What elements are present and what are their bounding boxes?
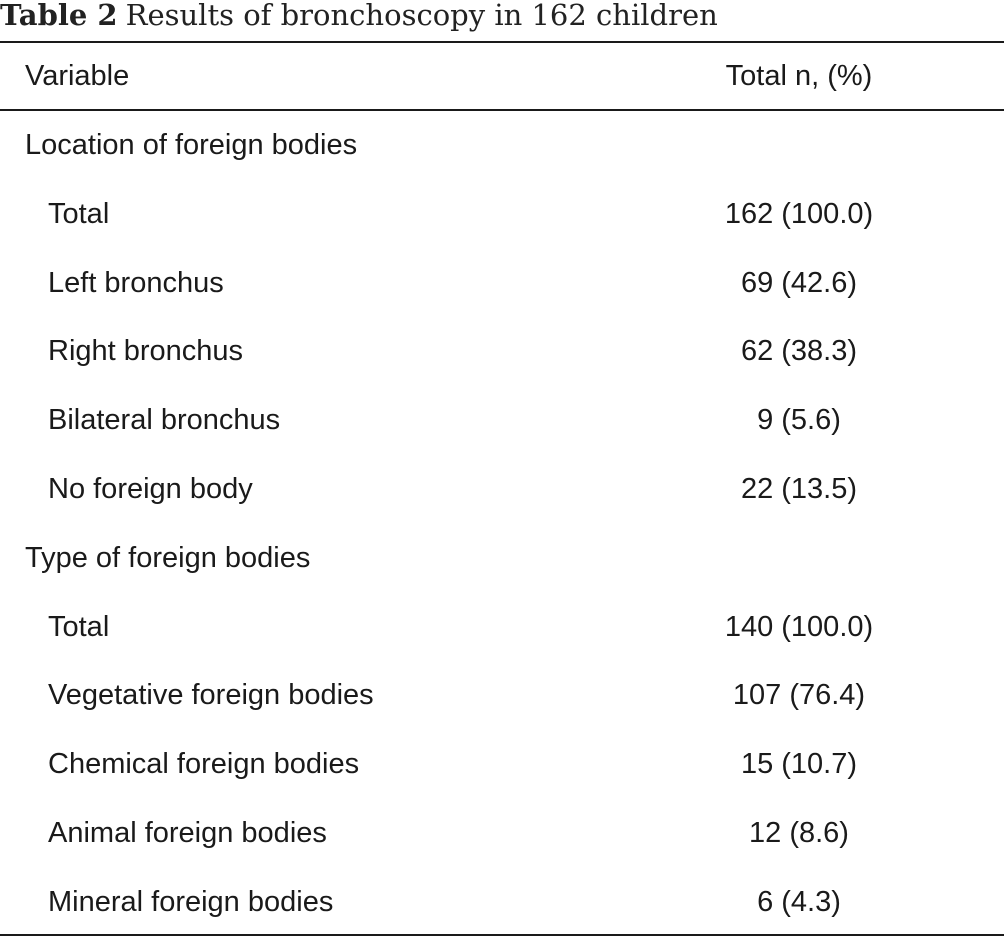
row-variable: Type of foreign bodies [25, 541, 311, 574]
row-value: 6 (4.3) [757, 885, 841, 918]
row-value: 107 (76.4) [732, 679, 866, 712]
table-row: Vegetative foreign bodies 107 (76.4) [0, 661, 1004, 730]
row-variable: Chemical foreign bodies [48, 748, 360, 781]
table-row: Bilateral bronchus 9 (5.6) [0, 386, 1004, 455]
table-row: Total 162 (100.0) [0, 180, 1004, 249]
table-row: Mineral foreign bodies 6 (4.3) [0, 868, 1004, 937]
row-variable: Mineral foreign bodies [48, 885, 334, 918]
table-bottom-rule [0, 934, 1004, 936]
header-total: Total n, (%) [725, 60, 873, 92]
row-variable: Bilateral bronchus [48, 404, 281, 437]
row-variable: Animal foreign bodies [48, 817, 327, 849]
table-caption: Table 2 Results of bronchoscopy in 162 ch… [0, 0, 718, 40]
table-row: Left bronchus 69 (42.6) [0, 249, 1004, 318]
row-variable: Right bronchus [48, 335, 244, 368]
header-variable: Variable [25, 60, 130, 92]
row-variable: Left bronchus [48, 266, 224, 299]
table-row: Right bronchus 62 (38.3) [0, 317, 1004, 386]
row-value: 22 (13.5) [740, 473, 858, 505]
row-value: 69 (42.6) [740, 266, 858, 299]
row-value: 62 (38.3) [740, 335, 858, 368]
table-top-rule [0, 41, 1004, 43]
table-row: Animal foreign bodies 12 (8.6) [0, 799, 1004, 868]
row-variable: Total [48, 610, 110, 643]
table-section-row: Location of foreign bodies [0, 111, 1004, 180]
table-row: No foreign body 22 (13.5) [0, 455, 1004, 524]
table-row: Total 140 (100.0) [0, 593, 1004, 662]
row-variable: Location of foreign bodies [25, 129, 358, 161]
row-value: 15 (10.7) [740, 748, 858, 781]
table-caption-label: Table 2 [0, 0, 118, 32]
table-row: Chemical foreign bodies 15 (10.7) [0, 730, 1004, 799]
row-value: 162 (100.0) [724, 197, 874, 230]
table-header-rule [0, 109, 1004, 111]
row-value: 140 (100.0) [724, 610, 874, 643]
row-value: 9 (5.6) [757, 404, 841, 437]
row-variable: Total [48, 197, 110, 230]
row-variable: Vegetative foreign bodies [48, 679, 374, 712]
table-section-row: Type of foreign bodies [0, 524, 1004, 593]
table-caption-text: Results of bronchoscopy in 162 children [125, 0, 718, 32]
row-variable: No foreign body [48, 473, 253, 505]
table-header-row: Variable Total n, (%) [0, 43, 1004, 109]
row-value: 12 (8.6) [749, 817, 849, 849]
